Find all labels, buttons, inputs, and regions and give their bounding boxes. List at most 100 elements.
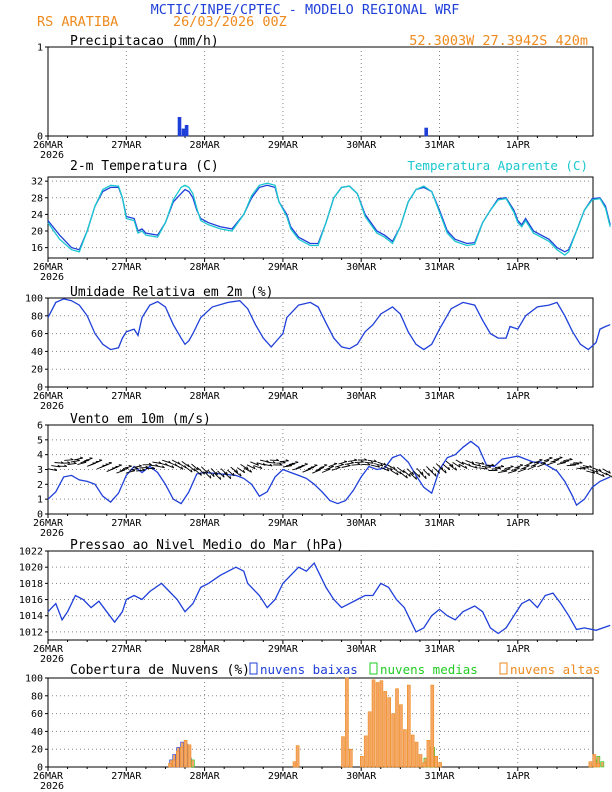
wind-arrow [279, 460, 289, 463]
wind-arrow [233, 470, 242, 477]
wind-arrow [116, 469, 126, 474]
wind-arrow [514, 464, 524, 469]
wind-arrow-head [246, 466, 249, 470]
bar-nuvens-altas [341, 736, 345, 768]
wind-arrow [374, 463, 384, 467]
x-tick-label: 30MAR [346, 644, 377, 655]
bar-nuvens-altas [345, 677, 349, 768]
wind-arrow [501, 468, 511, 472]
wind-arrow-head [161, 465, 165, 469]
wind-arrow-head [475, 465, 478, 469]
wind-arrow-head [412, 471, 414, 475]
x-tick-label: 1APR [506, 771, 531, 782]
wind-arrow-head [491, 463, 495, 466]
wind-arrow [494, 466, 504, 469]
wind-arrow-head [89, 457, 93, 459]
series-pressao [47, 561, 611, 635]
wind-arrow-head [152, 466, 156, 470]
wind-arrow-head [259, 466, 263, 469]
wind-arrow-head [344, 460, 348, 463]
wind-arrow [77, 461, 87, 466]
wind-arrow [204, 471, 212, 479]
wind-arrow-head [608, 470, 611, 474]
y-tick-label: 20 [31, 365, 43, 376]
wind-arrow-head [402, 469, 405, 473]
wind-arrow [491, 468, 501, 470]
x-tick-label: 30MAR [346, 140, 377, 151]
x-tick-label: 31MAR [424, 140, 455, 151]
wind-arrow [70, 460, 80, 463]
bar-nuvens-altas [295, 745, 300, 768]
wind-arrow [223, 472, 232, 480]
wind-arrow [367, 459, 377, 463]
wind-arrow-head [383, 462, 387, 466]
wind-arrow [119, 467, 129, 472]
wind-arrow [504, 466, 514, 470]
wind-arrow [47, 468, 57, 471]
y-tick-label: 80 [31, 311, 43, 322]
panel-title: 2-m Temperatura (C) [70, 159, 219, 174]
wind-arrow [191, 463, 199, 471]
panel-title: Vento em 10m (m/s) [70, 412, 211, 427]
wind-arrow [210, 468, 218, 476]
x-tick-label: 29MAR [268, 391, 299, 402]
wind-arrow-head [405, 475, 408, 479]
bar-nuvens-altas [391, 713, 395, 768]
x-tick-label: 27MAR [111, 644, 142, 655]
x-tick-label: 30MAR [346, 518, 377, 529]
x-tick-label: 30MAR [346, 771, 377, 782]
x-tick-label: 26MAR [33, 140, 64, 151]
wind-arrow [236, 467, 245, 474]
wind-arrow [113, 464, 122, 469]
wind-arrow-head [269, 463, 273, 467]
x-tick-label: 28MAR [190, 262, 221, 273]
wind-arrow [361, 463, 371, 466]
wind-arrow-head [70, 458, 74, 461]
x-tick-label: 31MAR [424, 644, 455, 655]
bar-nuvens-altas [367, 711, 372, 768]
wind-arrow [481, 466, 491, 468]
bar-nuvens-altas [414, 741, 419, 768]
wind-arrow [64, 459, 74, 461]
wind-arrow [566, 464, 576, 467]
wind-arrow-head [510, 465, 514, 467]
wind-arrow-head [209, 475, 212, 479]
x-tick-label: 26MAR [33, 391, 64, 402]
wind-arrow-head [458, 464, 461, 468]
wind-arrow [263, 463, 273, 467]
legend-swatch [499, 662, 508, 675]
y-tick-label: 1 [37, 43, 43, 54]
wind-arrow-head [386, 468, 390, 472]
wind-arrow-head [76, 459, 80, 461]
x-tick-label: 29MAR [268, 644, 299, 655]
wind-arrow [478, 467, 488, 470]
series-umidade-relativa [47, 298, 611, 351]
wind-arrow [250, 461, 259, 466]
wind-arrow-head [253, 466, 256, 470]
x-tick-label: 30MAR [346, 391, 377, 402]
bar-nuvens-altas [588, 761, 593, 768]
wind-arrow [289, 461, 299, 465]
wind-arrow [387, 464, 396, 470]
wind-arrow [315, 466, 324, 472]
wind-arrow [165, 463, 174, 469]
wind-arrow [533, 459, 543, 464]
x-tick-label: 28MAR [190, 644, 221, 655]
x-tick-label: 28MAR [190, 518, 221, 529]
wind-arrow-head [370, 461, 374, 464]
wind-arrow-head [135, 467, 139, 469]
wind-arrow [390, 469, 399, 476]
wind-arrow [299, 463, 308, 468]
wind-arrow [292, 466, 302, 471]
wind-arrow-head [128, 465, 132, 467]
bar-nuvens-altas [387, 697, 392, 768]
wind-arrow-head [589, 465, 593, 468]
wind-arrow [465, 459, 475, 465]
wind-arrow-head [285, 459, 289, 462]
wind-arrow [348, 459, 358, 462]
bar-nuvens-altas [363, 735, 368, 768]
panel-frame [47, 550, 594, 641]
wind-arrow-head [138, 464, 142, 467]
wind-arrow [214, 472, 222, 480]
wind-arrow-head [592, 470, 596, 474]
